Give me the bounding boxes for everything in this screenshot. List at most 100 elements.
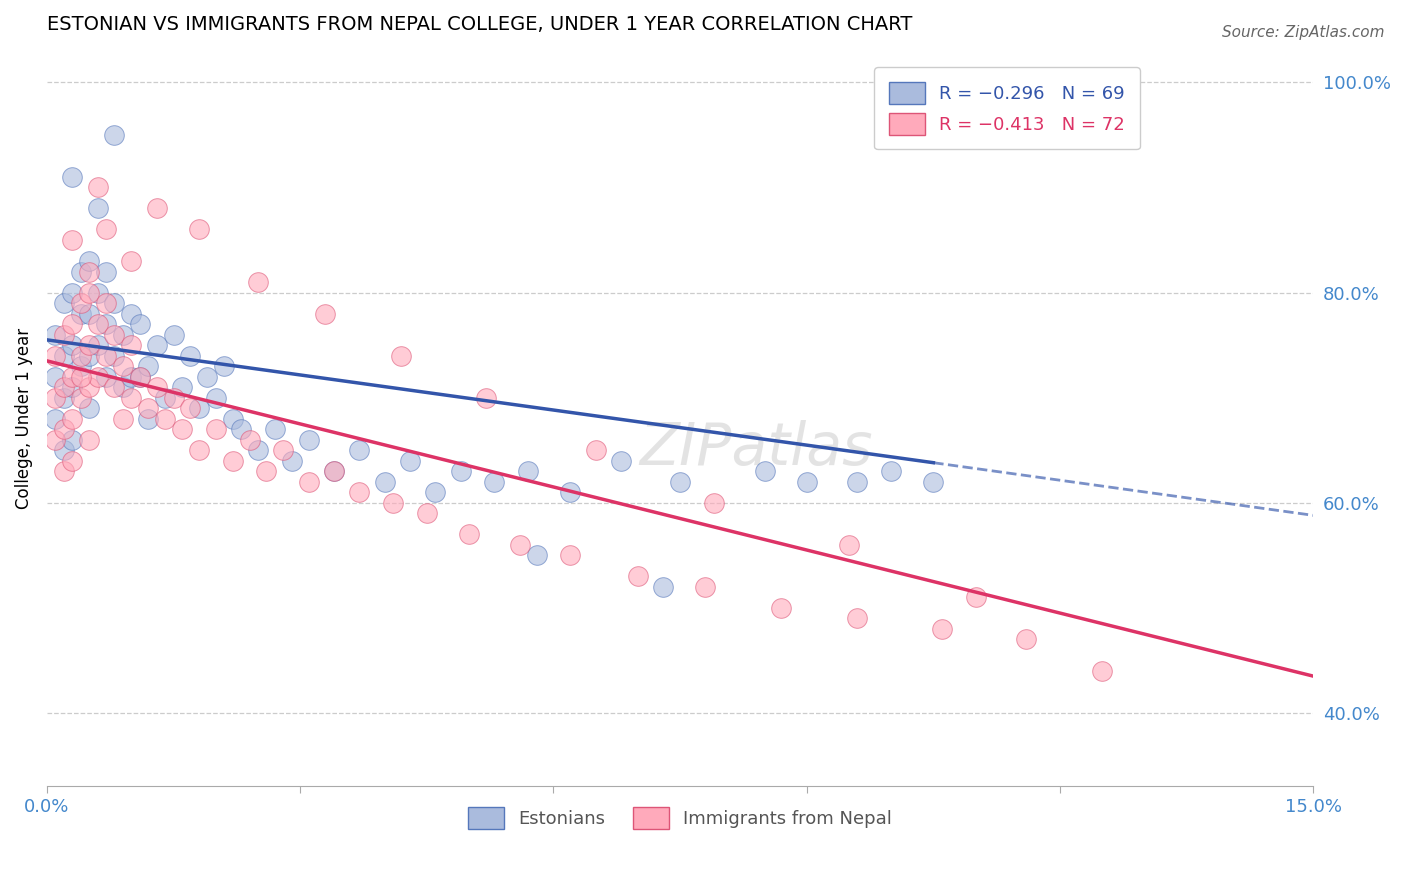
Point — [120, 338, 142, 352]
Point — [44, 433, 66, 447]
Point — [60, 453, 83, 467]
Point — [838, 538, 860, 552]
Point — [60, 317, 83, 331]
Point — [136, 401, 159, 416]
Point — [103, 349, 125, 363]
Point — [585, 443, 607, 458]
Point — [922, 475, 945, 489]
Point — [77, 338, 100, 352]
Point — [86, 338, 108, 352]
Point — [44, 349, 66, 363]
Point — [187, 401, 209, 416]
Point — [652, 580, 675, 594]
Point — [44, 369, 66, 384]
Point — [484, 475, 506, 489]
Point — [145, 202, 167, 216]
Point — [153, 411, 176, 425]
Text: ESTONIAN VS IMMIGRANTS FROM NEPAL COLLEGE, UNDER 1 YEAR CORRELATION CHART: ESTONIAN VS IMMIGRANTS FROM NEPAL COLLEG… — [46, 15, 912, 34]
Point — [796, 475, 818, 489]
Point — [703, 496, 725, 510]
Point — [136, 411, 159, 425]
Point — [254, 464, 277, 478]
Point — [94, 317, 117, 331]
Point — [517, 464, 540, 478]
Point — [271, 443, 294, 458]
Point — [77, 401, 100, 416]
Point — [60, 369, 83, 384]
Point — [136, 359, 159, 373]
Point — [187, 222, 209, 236]
Point — [103, 296, 125, 310]
Point — [204, 422, 226, 436]
Point — [246, 275, 269, 289]
Point — [86, 369, 108, 384]
Point — [77, 285, 100, 300]
Point — [111, 327, 134, 342]
Point — [170, 422, 193, 436]
Point — [111, 411, 134, 425]
Point — [44, 327, 66, 342]
Point — [179, 401, 201, 416]
Point — [627, 569, 650, 583]
Point — [263, 422, 285, 436]
Point — [610, 453, 633, 467]
Point — [162, 391, 184, 405]
Point — [770, 600, 793, 615]
Point — [179, 349, 201, 363]
Point — [60, 338, 83, 352]
Point — [120, 254, 142, 268]
Point — [111, 380, 134, 394]
Point — [416, 506, 439, 520]
Point — [153, 391, 176, 405]
Point — [965, 591, 987, 605]
Point — [86, 180, 108, 194]
Point — [315, 307, 337, 321]
Point — [111, 359, 134, 373]
Point — [204, 391, 226, 405]
Legend: Estonians, Immigrants from Nepal: Estonians, Immigrants from Nepal — [461, 800, 900, 837]
Point — [170, 380, 193, 394]
Point — [52, 296, 75, 310]
Point — [60, 233, 83, 247]
Point — [195, 369, 218, 384]
Point — [280, 453, 302, 467]
Point — [94, 296, 117, 310]
Point — [44, 411, 66, 425]
Point — [69, 307, 91, 321]
Point — [931, 622, 953, 636]
Point — [145, 380, 167, 394]
Point — [52, 380, 75, 394]
Point — [754, 464, 776, 478]
Point — [69, 359, 91, 373]
Point — [77, 380, 100, 394]
Point — [382, 496, 405, 510]
Point — [128, 369, 150, 384]
Point — [86, 285, 108, 300]
Point — [69, 391, 91, 405]
Point — [69, 349, 91, 363]
Point — [94, 264, 117, 278]
Point — [86, 202, 108, 216]
Point — [94, 369, 117, 384]
Point — [297, 433, 319, 447]
Point — [60, 169, 83, 184]
Point — [128, 317, 150, 331]
Point — [221, 411, 243, 425]
Point — [560, 549, 582, 563]
Point — [297, 475, 319, 489]
Point — [120, 369, 142, 384]
Point — [69, 369, 91, 384]
Point — [526, 549, 548, 563]
Point — [52, 391, 75, 405]
Point — [880, 464, 903, 478]
Point — [1091, 664, 1114, 678]
Point — [44, 391, 66, 405]
Point — [60, 380, 83, 394]
Point — [77, 349, 100, 363]
Point — [221, 453, 243, 467]
Point — [60, 285, 83, 300]
Point — [77, 433, 100, 447]
Point — [162, 327, 184, 342]
Point — [94, 222, 117, 236]
Point — [349, 443, 371, 458]
